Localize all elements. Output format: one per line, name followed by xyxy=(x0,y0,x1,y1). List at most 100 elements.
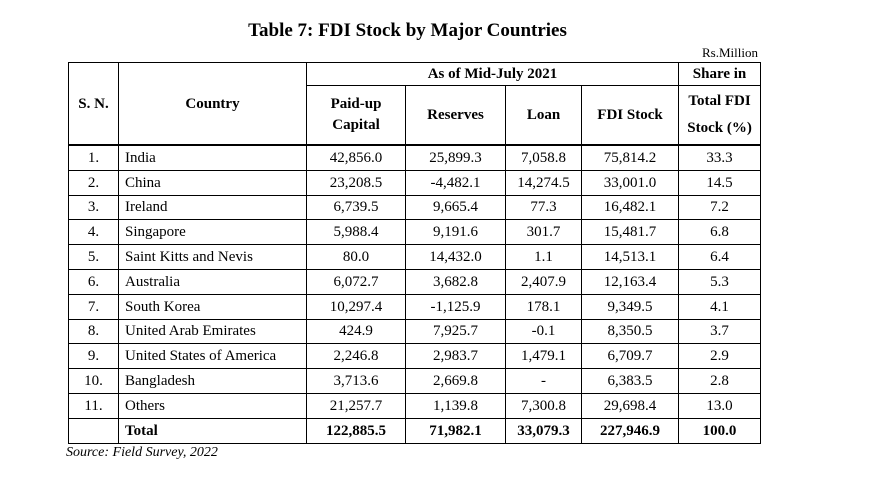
cell-fdi-stock: 14,513.1 xyxy=(580,244,680,270)
cell-country: Others xyxy=(118,392,307,419)
cell-country: Australia xyxy=(118,268,307,295)
cell-loan: 2,407.9 xyxy=(505,268,582,295)
table-row: 3. Ireland 6,739.5 9,665.4 77.3 16,482.1… xyxy=(68,194,762,221)
table-row: 2. China 23,208.5 -4,482.1 14,274.5 33,0… xyxy=(68,169,762,196)
cell-loan: 1,479.1 xyxy=(505,343,582,370)
cell-sn: 10. xyxy=(68,368,119,394)
header-sn: S. N. xyxy=(68,62,119,146)
table-row: 6. Australia 6,072.7 3,682.8 2,407.9 12,… xyxy=(68,268,762,295)
cell-reserves: 9,191.6 xyxy=(405,219,506,246)
cell-country: United Arab Emirates xyxy=(118,318,307,345)
table-row: 11. Others 21,257.7 1,139.8 7,300.8 29,6… xyxy=(68,392,762,419)
cell-fdi-stock: 12,163.4 xyxy=(580,268,680,295)
header-paid-up-capital: Paid-up Capital xyxy=(306,85,406,146)
total-reserves: 71,982.1 xyxy=(405,417,506,444)
cell-country: Ireland xyxy=(118,194,307,221)
cell-share: 4.1 xyxy=(678,293,762,320)
cell-reserves: 25,899.3 xyxy=(405,143,506,171)
cell-sn: 6. xyxy=(68,268,119,295)
cell-sn: 1. xyxy=(68,143,119,171)
cell-sn-empty xyxy=(68,417,119,444)
cell-sn: 5. xyxy=(68,244,119,270)
cell-paid-up: 21,257.7 xyxy=(306,392,406,419)
table-row: 7. South Korea 10,297.4 -1,125.9 178.1 9… xyxy=(68,293,762,320)
cell-fdi-stock: 33,001.0 xyxy=(580,169,680,196)
table-row: 8. United Arab Emirates 424.9 7,925.7 -0… xyxy=(68,318,762,345)
table-title: Table 7: FDI Stock by Major Countries xyxy=(248,20,567,41)
header-share-line1: Share in xyxy=(678,62,762,86)
cell-paid-up: 6,072.7 xyxy=(306,268,406,295)
header-reserves: Reserves xyxy=(405,85,506,146)
cell-reserves: 9,665.4 xyxy=(405,194,506,221)
header-loan: Loan xyxy=(505,85,582,146)
cell-paid-up: 23,208.5 xyxy=(306,169,406,196)
fdi-stock-table: S. N. Country As of Mid-July 2021 Share … xyxy=(68,62,762,444)
cell-sn: 3. xyxy=(68,194,119,221)
cell-paid-up: 424.9 xyxy=(306,318,406,345)
cell-sn: 7. xyxy=(68,293,119,320)
cell-fdi-stock: 15,481.7 xyxy=(580,219,680,246)
cell-loan: - xyxy=(505,368,582,394)
table-row: 1. India 42,856.0 25,899.3 7,058.8 75,81… xyxy=(68,143,762,171)
cell-share: 33.3 xyxy=(678,143,762,171)
total-loan: 33,079.3 xyxy=(505,417,582,444)
cell-share: 6.8 xyxy=(678,219,762,246)
table-row: 10. Bangladesh 3,713.6 2,669.8 - 6,383.5… xyxy=(68,368,762,394)
cell-fdi-stock: 9,349.5 xyxy=(580,293,680,320)
cell-loan: 7,300.8 xyxy=(505,392,582,419)
total-row: Total 122,885.5 71,982.1 33,079.3 227,94… xyxy=(68,417,762,444)
cell-share: 3.7 xyxy=(678,318,762,345)
cell-country: India xyxy=(118,143,307,171)
cell-loan: 178.1 xyxy=(505,293,582,320)
cell-loan: -0.1 xyxy=(505,318,582,345)
cell-share: 14.5 xyxy=(678,169,762,196)
cell-fdi-stock: 6,709.7 xyxy=(580,343,680,370)
cell-loan: 7,058.8 xyxy=(505,143,582,171)
header-share-line2: Total FDI xyxy=(688,93,751,109)
header-share: Total FDI Stock (%) xyxy=(678,85,762,146)
cell-reserves: 2,669.8 xyxy=(405,368,506,394)
header-country: Country xyxy=(118,62,307,146)
cell-fdi-stock: 6,383.5 xyxy=(580,368,680,394)
table-row: 4. Singapore 5,988.4 9,191.6 301.7 15,48… xyxy=(68,219,762,246)
total-label: Total xyxy=(118,417,307,444)
cell-share: 7.2 xyxy=(678,194,762,221)
cell-sn: 8. xyxy=(68,318,119,345)
cell-loan: 14,274.5 xyxy=(505,169,582,196)
cell-country: Bangladesh xyxy=(118,368,307,394)
total-paid-up: 122,885.5 xyxy=(306,417,406,444)
cell-fdi-stock: 16,482.1 xyxy=(580,194,680,221)
total-fdi-stock: 227,946.9 xyxy=(580,417,680,444)
cell-share: 13.0 xyxy=(678,392,762,419)
cell-fdi-stock: 8,350.5 xyxy=(580,318,680,345)
cell-paid-up: 80.0 xyxy=(306,244,406,270)
header-fdi-stock: FDI Stock xyxy=(580,85,680,146)
cell-loan: 1.1 xyxy=(505,244,582,270)
cell-paid-up: 6,739.5 xyxy=(306,194,406,221)
cell-loan: 77.3 xyxy=(505,194,582,221)
cell-share: 2.8 xyxy=(678,368,762,394)
cell-country: South Korea xyxy=(118,293,307,320)
cell-paid-up: 3,713.6 xyxy=(306,368,406,394)
cell-reserves: 1,139.8 xyxy=(405,392,506,419)
table-row: 5. Saint Kitts and Nevis 80.0 14,432.0 1… xyxy=(68,244,762,270)
cell-loan: 301.7 xyxy=(505,219,582,246)
cell-paid-up: 10,297.4 xyxy=(306,293,406,320)
cell-reserves: -1,125.9 xyxy=(405,293,506,320)
cell-reserves: 7,925.7 xyxy=(405,318,506,345)
header-group: As of Mid-July 2021 xyxy=(305,62,680,86)
total-share: 100.0 xyxy=(678,417,762,444)
cell-fdi-stock: 75,814.2 xyxy=(580,143,680,171)
cell-fdi-stock: 29,698.4 xyxy=(580,392,680,419)
cell-share: 6.4 xyxy=(678,244,762,270)
cell-sn: 4. xyxy=(68,219,119,246)
table-row: 9. United States of America 2,246.8 2,98… xyxy=(68,343,762,370)
unit-label: Rs.Million xyxy=(702,45,758,60)
source-note: Source: Field Survey, 2022 xyxy=(66,445,218,460)
cell-reserves: -4,482.1 xyxy=(405,169,506,196)
cell-country: United States of America xyxy=(118,343,307,370)
cell-country: Singapore xyxy=(118,219,307,246)
cell-reserves: 3,682.8 xyxy=(405,268,506,295)
cell-share: 5.3 xyxy=(678,268,762,295)
header-paid-up-line1: Paid-up xyxy=(330,96,382,112)
